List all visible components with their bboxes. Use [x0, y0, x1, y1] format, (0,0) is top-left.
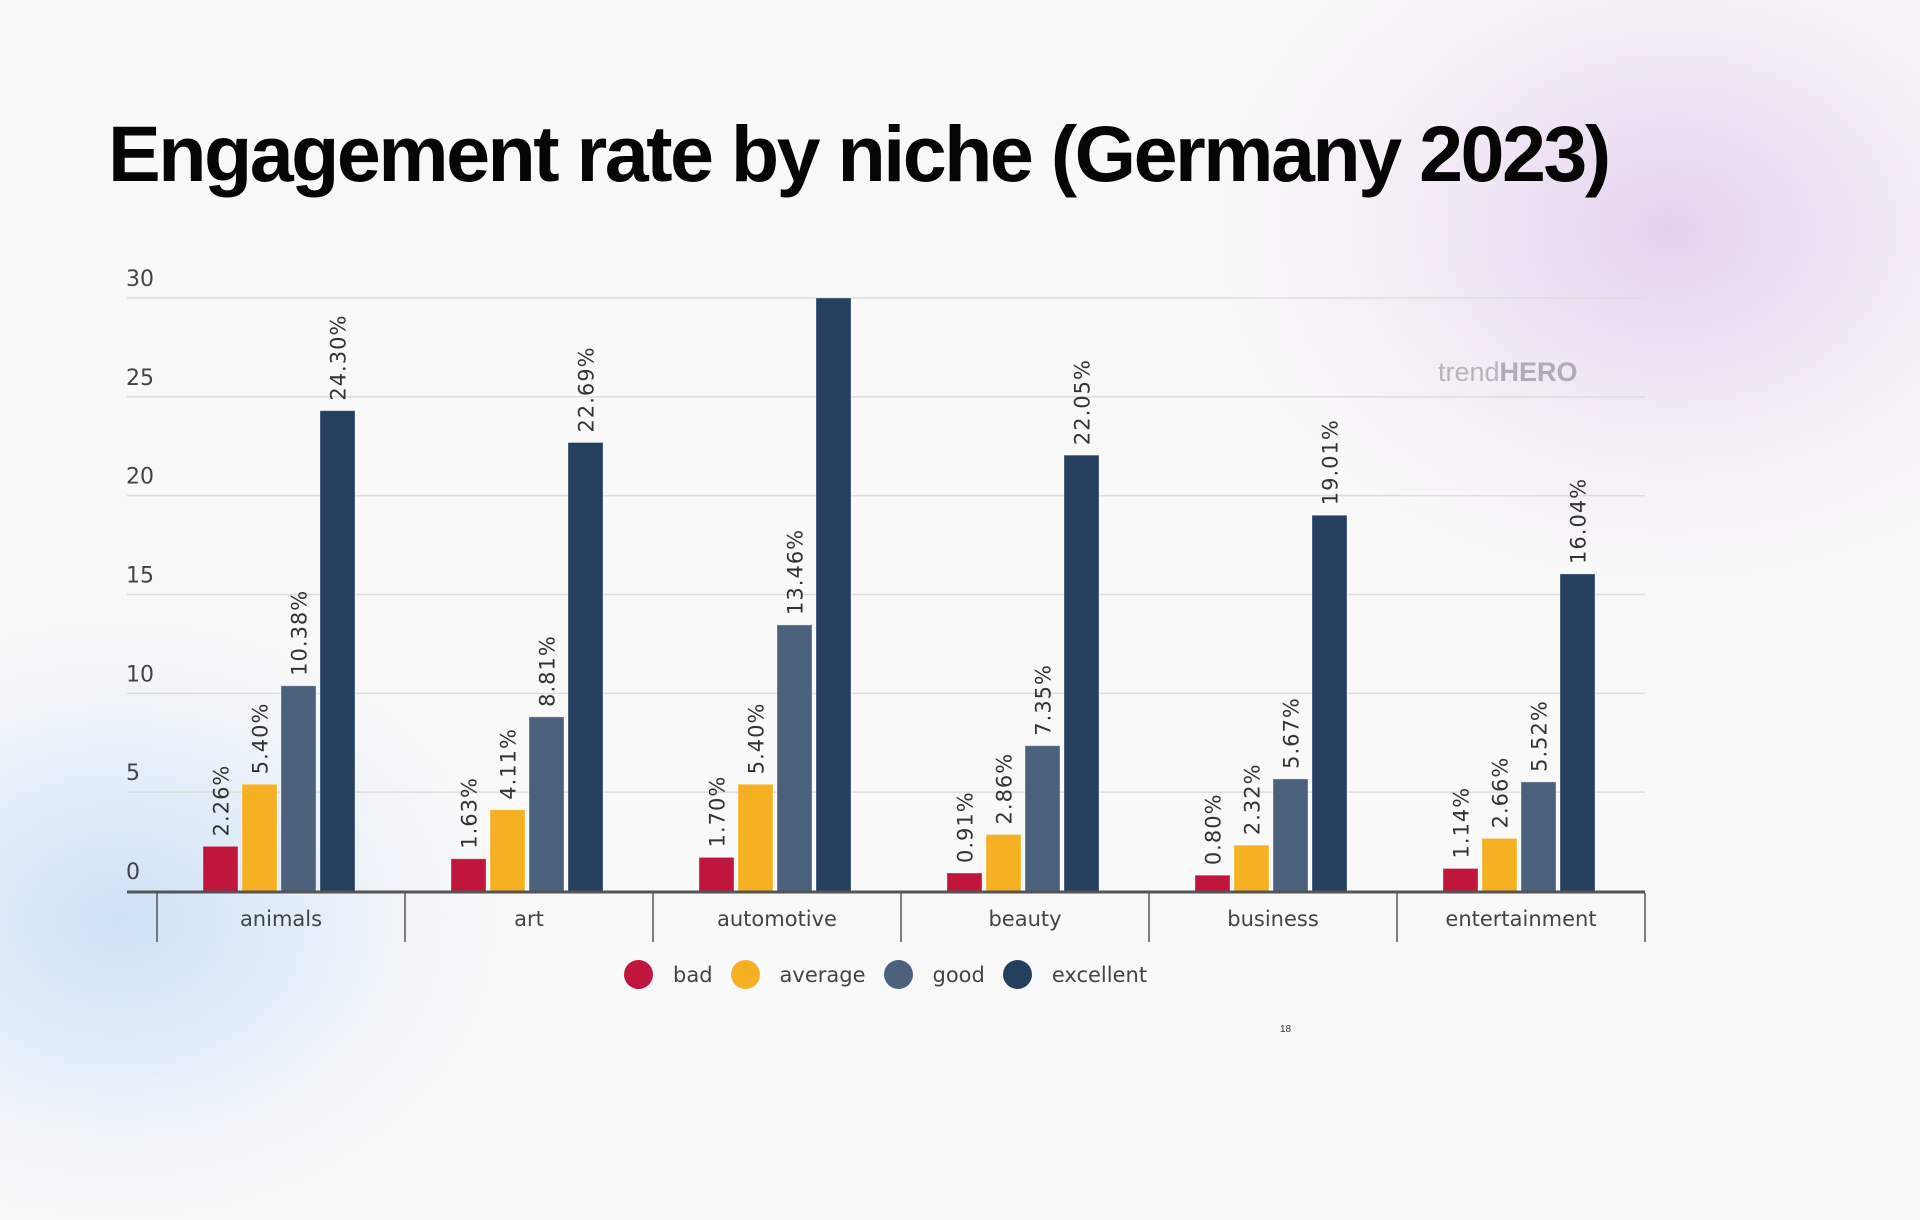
- data-label: 8.81%: [536, 635, 560, 707]
- bar-excellent: [319, 410, 356, 892]
- bar-average: [241, 783, 278, 892]
- x-tick-label: animals: [240, 907, 322, 931]
- legend-swatch-excellent: [1002, 960, 1032, 989]
- y-tick-label: 30: [126, 267, 154, 292]
- x-tick-label: automotive: [717, 907, 837, 931]
- bar-excellent: [567, 441, 604, 892]
- data-label: 2.26%: [210, 765, 234, 837]
- data-label: 0.80%: [1202, 793, 1226, 865]
- legend-label-average: average: [779, 962, 866, 987]
- data-label: 2.32%: [1241, 763, 1265, 835]
- legend-label-bad: bad: [673, 962, 713, 987]
- data-label: 2.86%: [993, 753, 1017, 825]
- bar-bad: [202, 845, 239, 892]
- bar-excellent: [815, 297, 852, 892]
- watermark-bold: HERO: [1499, 357, 1578, 387]
- trendhero-watermark: trendHERO: [1438, 357, 1578, 388]
- bar-bad: [1442, 867, 1479, 892]
- data-label: 22.05%: [1071, 359, 1095, 445]
- chart-legend: bad average good excellent: [624, 960, 1165, 989]
- background-gradient-pink: [1220, 0, 1920, 580]
- bar-good: [1024, 745, 1061, 892]
- legend-label-good: good: [932, 962, 985, 987]
- data-label: 22.69%: [575, 346, 599, 432]
- legend-label-excellent: excellent: [1051, 962, 1148, 987]
- bar-excellent: [1559, 573, 1596, 892]
- data-label: 1.14%: [1450, 787, 1474, 859]
- data-label: 1.70%: [706, 776, 730, 848]
- bar-excellent: [1063, 454, 1100, 892]
- data-label: 5.40%: [745, 703, 769, 775]
- y-tick-label: 15: [126, 564, 154, 589]
- data-label: 24.30%: [327, 315, 351, 401]
- watermark-light: trend: [1438, 357, 1500, 387]
- data-label: 16.04%: [1567, 478, 1591, 564]
- x-tick-label: beauty: [988, 907, 1061, 931]
- bar-good: [776, 624, 813, 892]
- x-tick-label: art: [514, 907, 544, 931]
- data-label: 0.91%: [954, 791, 978, 863]
- bar-average: [1481, 837, 1518, 892]
- data-label: 10.38%: [288, 590, 312, 676]
- bar-good: [1272, 778, 1309, 892]
- bar-bad: [946, 872, 983, 892]
- bar-bad: [450, 858, 487, 892]
- page-number: 18: [1280, 1024, 1292, 1035]
- slide-title: Engagement rate by niche (Germany 2023): [108, 109, 1611, 198]
- data-label: 5.40%: [249, 703, 273, 775]
- bar-good: [528, 716, 565, 892]
- legend-swatch-good: [883, 960, 913, 989]
- bar-chart: 0 5 10 15 20 25 30 2.26% 5.40% 10.38% 24.30% animal…: [126, 267, 1646, 942]
- y-tick-label: 0: [126, 860, 140, 885]
- legend-item-average[interactable]: average: [730, 960, 866, 989]
- bar-average: [1233, 844, 1270, 892]
- bar-average: [737, 783, 774, 892]
- x-tick-label: entertainment: [1445, 907, 1596, 931]
- data-label: 7.35%: [1032, 664, 1056, 736]
- y-tick-label: 20: [126, 465, 154, 490]
- bar-average: [985, 833, 1022, 892]
- bar-good: [1520, 781, 1557, 892]
- data-label: 4.11%: [497, 728, 521, 800]
- data-label: 2.66%: [1489, 757, 1513, 829]
- legend-item-bad[interactable]: bad: [624, 960, 713, 989]
- bar-excellent: [1311, 514, 1348, 892]
- legend-swatch-average: [730, 960, 760, 989]
- y-tick-label: 10: [126, 662, 154, 687]
- data-label: 5.67%: [1280, 697, 1304, 769]
- bar-bad: [698, 856, 735, 892]
- y-tick-label: 25: [126, 366, 154, 391]
- bar-good: [280, 685, 317, 892]
- legend-swatch-bad: [624, 960, 653, 989]
- x-tick-label: business: [1227, 907, 1319, 931]
- data-label: 1.63%: [458, 777, 482, 849]
- data-label: 19.01%: [1319, 419, 1343, 505]
- legend-item-excellent[interactable]: excellent: [1002, 960, 1148, 989]
- bar-average: [489, 809, 526, 892]
- bar-bad: [1194, 874, 1231, 892]
- data-label: 13.46%: [784, 529, 808, 615]
- y-tick-label: 5: [126, 761, 140, 786]
- data-label: 5.52%: [1528, 700, 1552, 772]
- legend-item-good[interactable]: good: [883, 960, 985, 989]
